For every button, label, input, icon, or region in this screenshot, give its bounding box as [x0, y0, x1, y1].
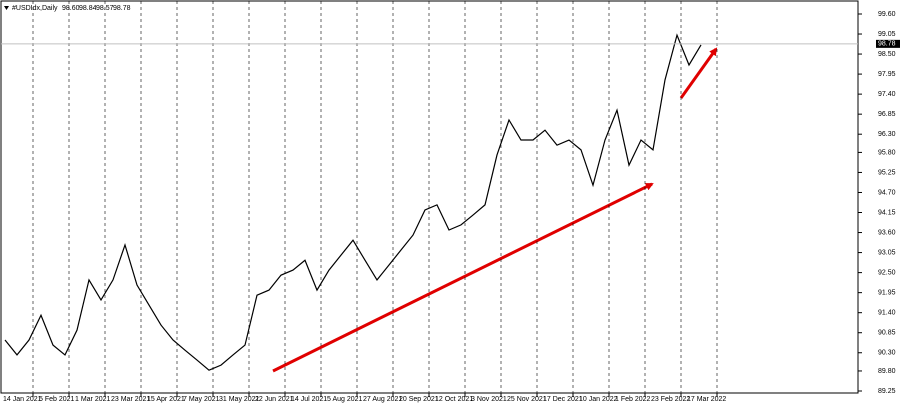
- y-tick-label: 96.30: [878, 131, 896, 138]
- y-tick-label: 91.40: [878, 310, 896, 317]
- x-tick-label: 3 Nov 2021: [471, 396, 507, 403]
- x-tick-label: 5 Feb 2021: [39, 396, 75, 403]
- x-tick-label: 31 May 2021: [219, 396, 260, 403]
- menu-icon: [4, 6, 9, 10]
- x-tick-label: 10 Jan 2022: [579, 396, 618, 403]
- x-tick-label: 27 Aug 2021: [363, 396, 402, 403]
- price-box-label: 98.78: [878, 41, 896, 48]
- trend-arrow: [679, 47, 718, 99]
- y-tick-label: 97.95: [878, 71, 896, 78]
- x-tick-label: 5 Aug 2021: [327, 396, 363, 403]
- price-line: [4, 33, 702, 371]
- open: 98.60: [62, 5, 80, 12]
- x-tick-label: 12 Oct 2021: [435, 396, 473, 403]
- y-tick-label: 91.95: [878, 289, 896, 296]
- y-tick-label: 94.70: [878, 189, 896, 196]
- x-tick-label: 14 Jul 2021: [291, 396, 327, 403]
- x-tick-label: 1 Feb 2022: [615, 396, 651, 403]
- y-tick-label: 96.85: [878, 111, 896, 118]
- y-tick-label: 97.40: [878, 91, 896, 98]
- x-tick-label: 20 Sep 2021: [399, 396, 439, 403]
- x-tick-label: 1 Mar 2021: [75, 396, 111, 403]
- y-tick-label: 99.60: [878, 11, 896, 18]
- y-tick-label: 89.25: [878, 388, 896, 395]
- x-tick-label: 7 May 2021: [183, 396, 220, 403]
- y-tick-label: 89.80: [878, 368, 896, 375]
- close: 98.78: [113, 5, 131, 12]
- x-tick-label: 17 Dec 2021: [543, 396, 583, 403]
- y-tick-label: 93.60: [878, 229, 896, 236]
- y-tick-label: 95.80: [878, 149, 896, 156]
- symbol: #USDIdx,Daily: [12, 5, 58, 12]
- x-tick-label: 17 Mar 2022: [687, 396, 726, 403]
- plot-frame: [0, 0, 859, 394]
- x-tick-label: 22 Jun 2021: [255, 396, 294, 403]
- high: 98.84: [79, 5, 97, 12]
- y-tick-label: 92.50: [878, 269, 896, 276]
- trend-arrow: [272, 182, 654, 373]
- y-tick-label: 94.15: [878, 209, 896, 216]
- x-tick-label: 23 Mar 2021: [111, 396, 150, 403]
- y-tick-label: 93.05: [878, 249, 896, 256]
- x-tick-label: 23 Feb 2022: [651, 396, 690, 403]
- y-tick-label: 99.05: [878, 31, 896, 38]
- x-tick-label: 15 Apr 2021: [147, 396, 185, 403]
- chart-header: #USDIdx,Daily 98.60 98.84 98.57 98.78: [4, 5, 131, 12]
- y-tick-label: 90.30: [878, 350, 896, 357]
- price-box: [876, 39, 900, 48]
- y-tick-label: 98.50: [878, 51, 896, 58]
- y-tick-label: 95.25: [878, 169, 896, 176]
- x-tick-label: 25 Nov 2021: [507, 396, 547, 403]
- x-tick-label: 14 Jan 2021: [3, 396, 42, 403]
- y-tick-label: 90.85: [878, 330, 896, 337]
